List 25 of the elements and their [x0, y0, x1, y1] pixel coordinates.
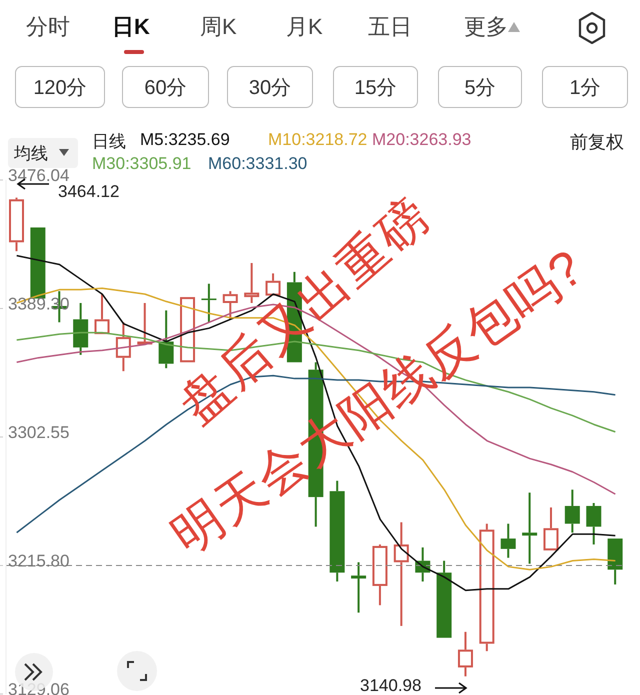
- text: 5分: [438, 66, 522, 108]
- text: 五日: [368, 13, 412, 41]
- text: M5:3235.69: [140, 130, 230, 150]
- y-tick-label: 3129.06: [8, 680, 70, 695]
- text: M10:3218.72: [268, 130, 368, 150]
- text: 更多: [464, 13, 508, 41]
- y-tick-label: 3302.55: [8, 422, 70, 442]
- text: 分时: [26, 13, 70, 41]
- annotation: 3140.98: [360, 676, 422, 695]
- text: 30分: [227, 66, 313, 108]
- text: 15分: [333, 66, 418, 108]
- text: 1分: [542, 66, 628, 108]
- text: 60分: [122, 66, 209, 108]
- text: 前复权: [570, 131, 624, 154]
- text: 120分: [15, 66, 105, 108]
- text: 月K: [286, 13, 323, 41]
- text: M30:3305.91: [92, 154, 192, 174]
- text: 周K: [200, 13, 237, 41]
- text: M20:3263.93: [372, 130, 472, 150]
- annotation: 3464.12: [58, 182, 120, 202]
- text: 日K: [112, 13, 150, 41]
- y-tick-label: 3476.04: [8, 166, 70, 185]
- text: 均线: [14, 143, 48, 165]
- text: 日线: [92, 131, 126, 153]
- text: M60:3331.30: [208, 154, 308, 174]
